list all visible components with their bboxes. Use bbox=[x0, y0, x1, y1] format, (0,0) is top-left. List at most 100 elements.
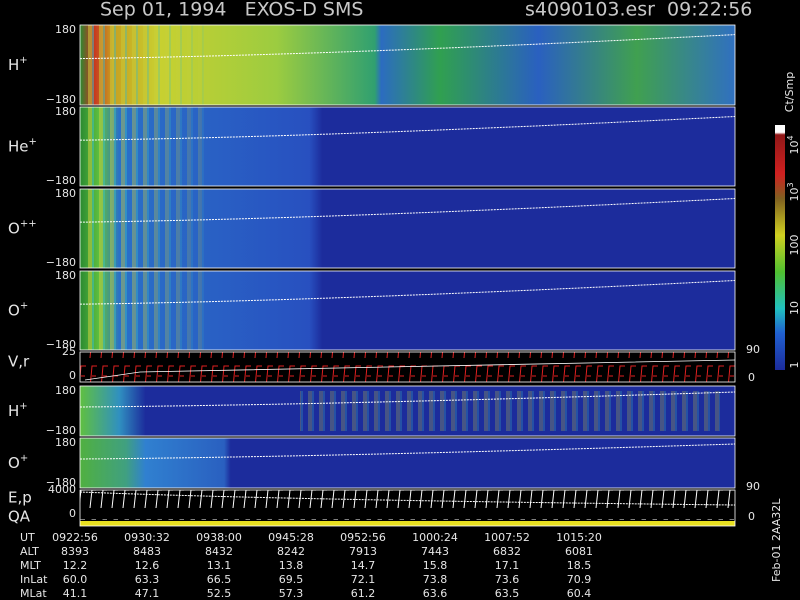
y2-tick-label: 0 bbox=[748, 510, 755, 523]
color-bar-tick: 10 bbox=[788, 301, 800, 315]
y-tick-label: 180 bbox=[55, 187, 76, 200]
y-tick-label: 4000 bbox=[48, 483, 76, 496]
table-cell: 12.6 bbox=[135, 559, 160, 572]
table-cell: 41.1 bbox=[63, 587, 88, 600]
table-cell: 1000:24 bbox=[412, 531, 458, 544]
table-cell: 73.6 bbox=[495, 573, 520, 586]
panel-frame bbox=[79, 351, 736, 383]
panel-frame bbox=[79, 437, 736, 489]
table-cell: 57.3 bbox=[279, 587, 304, 600]
table-cell: 60.0 bbox=[63, 573, 88, 586]
panel-frame bbox=[79, 385, 736, 437]
panel-label: O+ bbox=[8, 300, 28, 319]
table-cell: 15.8 bbox=[423, 559, 448, 572]
y-tick-label: −180 bbox=[46, 93, 76, 106]
panel-label: H+ bbox=[8, 401, 28, 420]
panel-label: H+ bbox=[8, 55, 28, 74]
row-label: ALT bbox=[20, 545, 39, 558]
table-cell: 52.5 bbox=[207, 587, 232, 600]
table-cell: 63.3 bbox=[135, 573, 160, 586]
panel-charge: + bbox=[29, 136, 37, 147]
table-cell: 63.5 bbox=[495, 587, 520, 600]
y-tick-label: 180 bbox=[55, 384, 76, 397]
y-tick-label: 180 bbox=[55, 105, 76, 118]
panel-frame bbox=[79, 24, 736, 106]
color-bar bbox=[775, 125, 785, 370]
table-cell: 8393 bbox=[61, 545, 89, 558]
footer: Feb-01 2AA32L bbox=[770, 498, 783, 582]
y-tick-label: 180 bbox=[55, 23, 76, 36]
panel-species: O bbox=[8, 301, 20, 319]
table-cell: 13.8 bbox=[279, 559, 304, 572]
table-cell: 1007:52 bbox=[484, 531, 530, 544]
panel-frame bbox=[79, 270, 736, 351]
trace bbox=[79, 197, 736, 223]
vr-trace bbox=[84, 359, 736, 381]
table-cell: 7443 bbox=[421, 545, 449, 558]
spectrogram-stripes bbox=[88, 271, 388, 350]
y2-tick-label: 0 bbox=[748, 371, 755, 384]
panel-label: O+ bbox=[8, 453, 28, 472]
y-tick-label: −180 bbox=[46, 174, 76, 187]
y-tick-label: 0 bbox=[69, 507, 76, 520]
panel-frame bbox=[79, 188, 736, 269]
table-cell: 1015:20 bbox=[556, 531, 602, 544]
panel-species: O bbox=[8, 219, 20, 237]
panel-frame bbox=[79, 106, 736, 187]
table-cell: 0945:28 bbox=[268, 531, 314, 544]
tick-base: 10 bbox=[788, 141, 800, 155]
table-cell: 14.7 bbox=[351, 559, 376, 572]
table-cell: 7913 bbox=[349, 545, 377, 558]
panel-label: E,p bbox=[8, 489, 32, 507]
table-cell: 60.4 bbox=[567, 587, 592, 600]
row-label: MLT bbox=[20, 559, 41, 572]
y-tick-label: −180 bbox=[46, 476, 76, 489]
panel-species: He bbox=[8, 137, 29, 155]
y-tick-label: 25 bbox=[62, 345, 76, 358]
row-label: UT bbox=[20, 531, 35, 544]
spectrogram-stripes bbox=[300, 391, 720, 431]
table-cell: 72.1 bbox=[351, 573, 376, 586]
trace bbox=[79, 34, 736, 60]
table-cell: 8432 bbox=[205, 545, 233, 558]
panel-label: V,r bbox=[8, 353, 30, 371]
table-cell: 70.9 bbox=[567, 573, 592, 586]
y-tick-label: 180 bbox=[55, 436, 76, 449]
y-tick-label: −180 bbox=[46, 338, 76, 351]
panel-charge: + bbox=[20, 300, 28, 311]
spectrogram-stripes bbox=[88, 189, 388, 268]
table-cell: 73.8 bbox=[423, 573, 448, 586]
table-cell: 69.5 bbox=[279, 573, 304, 586]
table-cell: 47.1 bbox=[135, 587, 160, 600]
tick-base: 10 bbox=[788, 188, 800, 202]
trace bbox=[79, 279, 736, 305]
tick-exp: 3 bbox=[786, 182, 795, 187]
row-label: InLat bbox=[20, 573, 48, 586]
color-bar-tick: 104 bbox=[786, 135, 800, 154]
y2-tick-label: 90 bbox=[746, 343, 760, 356]
color-bar-title: Ct/Smp bbox=[783, 72, 796, 112]
panel-label: He+ bbox=[8, 136, 37, 155]
y-tick-label: 180 bbox=[55, 269, 76, 282]
table-cell: 0952:56 bbox=[340, 531, 386, 544]
spectrogram-stripes bbox=[88, 25, 388, 105]
panel-label: QA bbox=[8, 508, 31, 526]
table-cell: 0930:32 bbox=[124, 531, 170, 544]
panel-species: H bbox=[8, 56, 19, 74]
table-cell: 8242 bbox=[277, 545, 305, 558]
ep-panel bbox=[80, 490, 735, 520]
spectrogram bbox=[80, 438, 735, 488]
color-bar-tick: 103 bbox=[786, 182, 800, 201]
table-cell: 17.1 bbox=[495, 559, 520, 572]
trace bbox=[79, 443, 736, 460]
y-tick-label: −180 bbox=[46, 424, 76, 437]
panel-species: H bbox=[8, 402, 19, 420]
y-tick-label: 0 bbox=[69, 369, 76, 382]
panel-frame bbox=[79, 489, 736, 527]
table-cell: 66.5 bbox=[207, 573, 232, 586]
color-bar-tick: 100 bbox=[788, 235, 800, 256]
y2-tick-label: 90 bbox=[746, 480, 760, 493]
row-label: MLat bbox=[20, 587, 47, 600]
panel-charge: + bbox=[19, 401, 27, 412]
